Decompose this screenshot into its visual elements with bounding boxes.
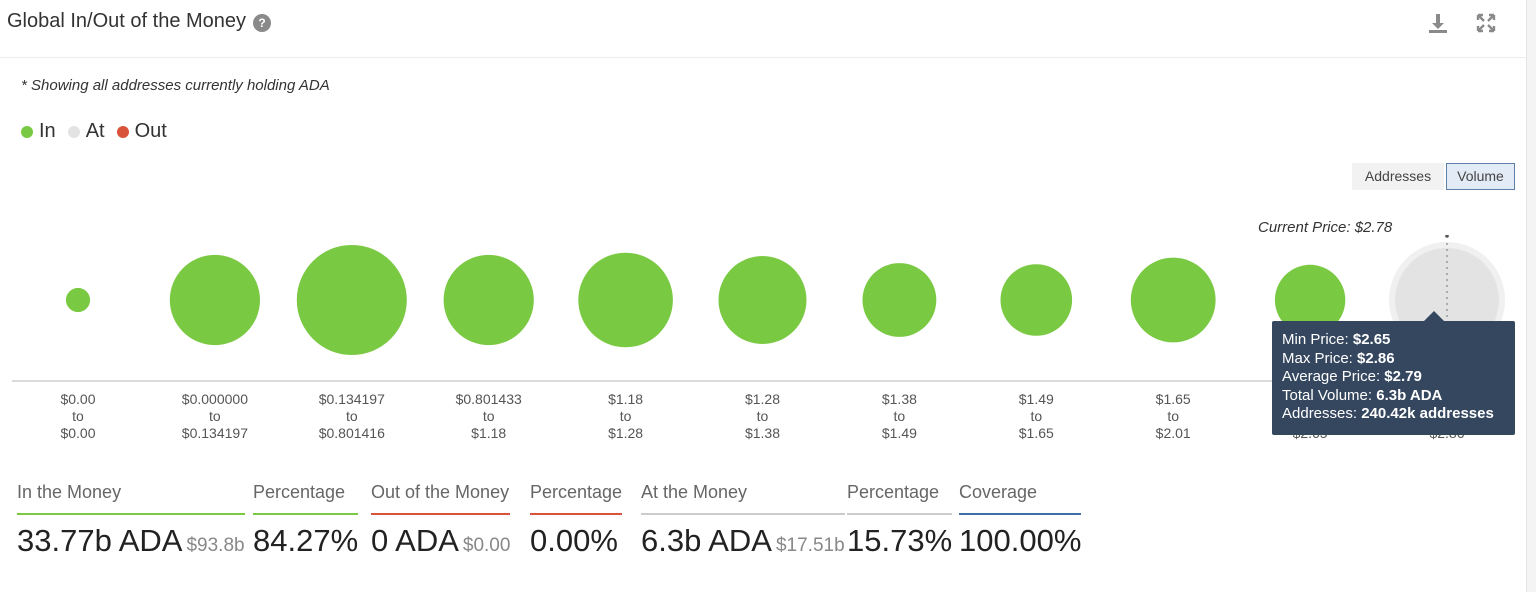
stat-usd-value: $17.51b — [775, 535, 845, 556]
stat-label: At the Money — [641, 482, 845, 515]
stat-label: Out of the Money — [371, 482, 511, 515]
legend-item-at[interactable]: At — [67, 120, 105, 143]
bubble-in[interactable] — [169, 254, 260, 346]
bucket-to: $0.801416 — [318, 425, 385, 441]
legend-item-out[interactable]: Out — [116, 120, 167, 143]
legend-dot-in — [21, 125, 33, 138]
fullscreen-icon[interactable] — [1473, 10, 1499, 36]
tooltip-total-volume: Total Volume: 6.3b ADA — [1282, 386, 1443, 404]
tooltip-addresses: Addresses: 240.42k addresses — [1282, 405, 1494, 422]
bucket-to: $2.01 — [1155, 425, 1191, 441]
stat-at-percentage: Percentage 15.73% — [847, 482, 953, 559]
stat-out-percentage: Percentage 0.00% — [530, 482, 623, 559]
stat-value: 84.27% — [253, 523, 359, 558]
volume-toggle-button[interactable]: Volume — [1446, 163, 1515, 190]
bucket-range-label: $1.18 to $1.28 — [561, 391, 691, 442]
bucket-from: $1.65 — [1155, 391, 1191, 407]
bubble-in[interactable] — [1130, 257, 1216, 343]
bucket-to: $0.134197 — [181, 425, 248, 441]
bubble-in[interactable] — [296, 245, 407, 355]
stat-in-percentage: Percentage 84.27% — [253, 482, 359, 559]
stat-value: 15.73% — [847, 523, 953, 558]
stat-label: Percentage — [530, 482, 623, 515]
bubble-in[interactable] — [578, 252, 673, 348]
stat-value: 6.3b ADA $17.51b — [641, 523, 845, 558]
tooltip-arrow — [1424, 311, 1444, 321]
stat-usd-value: $93.8b — [186, 535, 245, 556]
legend-label-in: In — [39, 120, 56, 142]
legend-item-in[interactable]: In — [21, 120, 56, 143]
stat-out-of-the-money: Out of the Money 0 ADA $0.00 — [371, 482, 511, 559]
bucket-range-label: $1.38 to $1.49 — [834, 391, 964, 442]
legend-dot-out — [116, 125, 129, 138]
stat-label: In the Money — [17, 482, 245, 515]
bucket-from: $0.134197 — [318, 391, 385, 407]
bubble-in[interactable] — [1000, 264, 1073, 336]
stat-usd-value: $0.00 — [462, 535, 511, 556]
bucket-from: $1.18 — [608, 391, 644, 407]
bubble-in[interactable] — [1274, 264, 1346, 336]
bubble-in[interactable] — [443, 254, 534, 346]
bucket-to: $0.00 — [60, 425, 96, 441]
current-price-label: Current Price: $2.78 — [1258, 219, 1393, 236]
bucket-to-word: to — [1030, 408, 1043, 424]
stat-in-the-money: In the Money 33.77b ADA $93.8b — [17, 482, 245, 559]
tooltip-min-price: Min Price: $2.65 — [1282, 331, 1391, 348]
bucket-range-label: $0.00 to $0.00 — [13, 391, 143, 442]
bucket-range-label: $1.65 to $2.01 — [1108, 391, 1238, 442]
bubble-in[interactable] — [718, 256, 807, 344]
question-icon[interactable]: ? — [253, 14, 271, 32]
bucket-to-word: to — [72, 408, 84, 424]
bucket-range-label: $1.49 to $1.65 — [971, 391, 1101, 442]
stat-value: 0.00% — [530, 523, 618, 558]
bucket-to-word: to — [756, 408, 769, 424]
bucket-range-label: $0.134197 to $0.801416 — [287, 391, 417, 442]
legend-label-at: At — [85, 120, 105, 142]
addresses-toggle-button[interactable]: Addresses — [1352, 163, 1444, 190]
bubble-in[interactable] — [65, 287, 91, 313]
stat-value: 33.77b ADA $93.8b — [17, 523, 245, 558]
bucket-range-label: $1.28 to $1.38 — [698, 391, 828, 442]
stat-label: Coverage — [959, 482, 1082, 515]
holding-note: * Showing all addresses currently holdin… — [21, 77, 330, 94]
legend-dot-at — [67, 125, 80, 138]
chart-title: Global In/Out of the Money — [7, 10, 247, 32]
bucket-to-word: to — [482, 408, 495, 424]
bucket-to: $1.49 — [881, 425, 917, 441]
bucket-from: $0.00 — [60, 391, 96, 407]
bucket-to: $1.18 — [471, 425, 507, 441]
stat-at-the-money: At the Money 6.3b ADA $17.51b — [641, 482, 845, 559]
chart-header: Global In/Out of the Money ? — [0, 0, 1526, 58]
bucket-to: $1.28 — [608, 425, 644, 441]
tooltip-average-price: Average Price: $2.79 — [1282, 368, 1422, 385]
bucket-range-label: $0.000000 to $0.134197 — [150, 391, 280, 442]
legend: In At Out — [21, 120, 167, 143]
bucket-tooltip: Min Price: $2.65 Max Price: $2.86 Averag… — [1272, 321, 1515, 435]
bucket-to-word: to — [893, 408, 906, 424]
bucket-range-label: $0.801433 to $1.18 — [424, 391, 554, 442]
current-price-marker-dot — [1445, 235, 1449, 238]
bucket-to-word: to — [345, 408, 358, 424]
bucket-to: $1.38 — [744, 425, 781, 441]
legend-label-out: Out — [134, 120, 167, 142]
bucket-to-word: to — [619, 408, 632, 424]
bucket-to: $1.65 — [1018, 425, 1054, 441]
bucket-from: $1.49 — [1018, 391, 1054, 407]
bucket-from: $0.000000 — [181, 391, 248, 407]
bucket-from: $1.28 — [744, 391, 781, 407]
stat-label: Percentage — [847, 482, 953, 515]
bucket-from: $1.38 — [881, 391, 917, 407]
bucket-from: $0.801433 — [455, 391, 522, 407]
stat-label: Percentage — [253, 482, 359, 515]
bubble-in[interactable] — [862, 263, 937, 337]
stat-value: 0 ADA $0.00 — [371, 523, 511, 558]
download-icon[interactable] — [1425, 10, 1451, 36]
stat-value: 100.00% — [959, 523, 1082, 558]
bucket-to-word: to — [1167, 408, 1180, 424]
tooltip-max-price: Max Price: $2.86 — [1282, 349, 1395, 367]
stat-coverage: Coverage 100.00% — [959, 482, 1082, 559]
bucket-to-word: to — [209, 408, 221, 424]
vertical-scrollbar[interactable] — [1526, 0, 1536, 592]
